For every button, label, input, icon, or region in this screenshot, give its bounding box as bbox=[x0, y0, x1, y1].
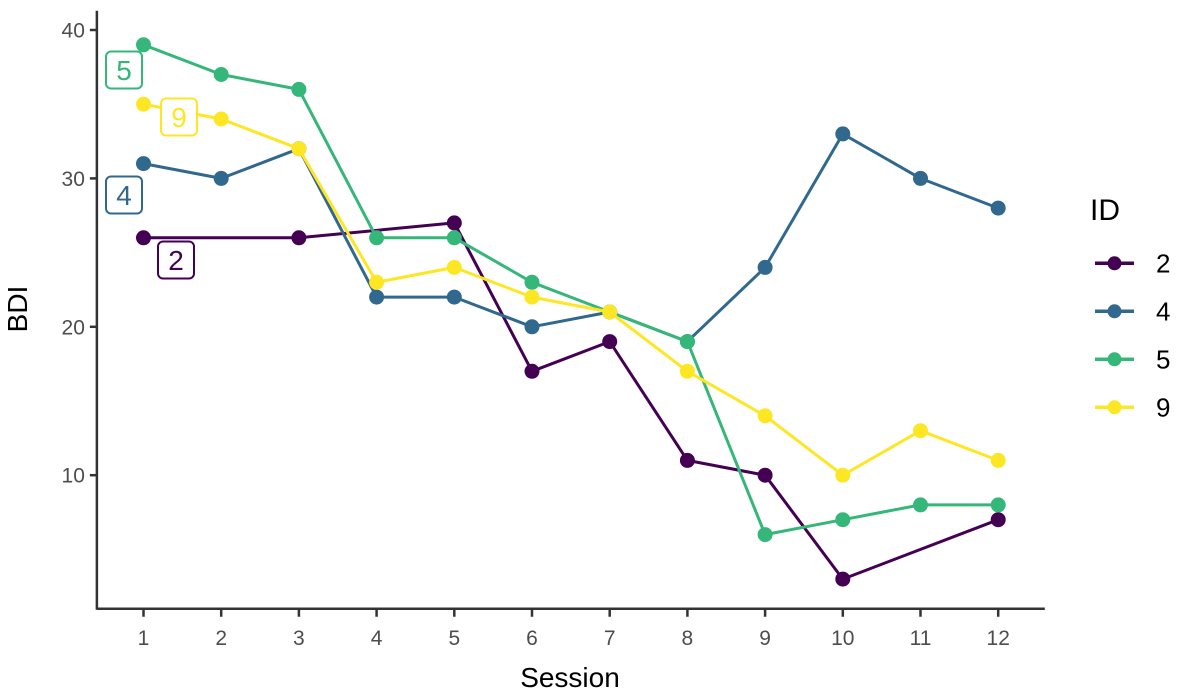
data-point-4 bbox=[757, 259, 773, 275]
data-point-4 bbox=[524, 319, 540, 335]
data-point-4 bbox=[446, 289, 462, 305]
x-tick-label: 9 bbox=[759, 627, 771, 650]
data-point-2 bbox=[136, 230, 151, 246]
data-point-4 bbox=[990, 200, 1006, 216]
x-tick-label: 5 bbox=[448, 627, 460, 650]
data-point-9 bbox=[524, 289, 540, 305]
data-point-5 bbox=[757, 527, 773, 543]
data-point-5 bbox=[291, 81, 307, 97]
data-point-2 bbox=[679, 452, 695, 468]
legend: 2 4 5 9 bbox=[1095, 248, 1170, 422]
data-point-9 bbox=[757, 408, 773, 424]
data-point-5 bbox=[369, 230, 385, 246]
legend-key-dot bbox=[1107, 352, 1122, 367]
legend-key-dot bbox=[1107, 304, 1122, 319]
data-point-4 bbox=[369, 289, 385, 305]
y-tick-label: 40 bbox=[62, 20, 85, 43]
data-point-9 bbox=[369, 274, 385, 290]
y-axis-title: BDI bbox=[2, 286, 33, 333]
data-point-9 bbox=[291, 141, 307, 157]
data-point-2 bbox=[524, 363, 540, 379]
x-tick-label: 8 bbox=[682, 627, 694, 650]
series-start-label-9: 9 bbox=[160, 97, 198, 137]
legend-item-2: 2 bbox=[1095, 248, 1170, 278]
legend-key-dot bbox=[1107, 256, 1122, 271]
series-start-label-text: 5 bbox=[116, 55, 132, 86]
series-start-label-box bbox=[105, 175, 143, 215]
series-line-5 bbox=[142, 43, 1000, 537]
legend-item-label: 4 bbox=[1156, 296, 1170, 326]
legend-key-dot bbox=[1107, 400, 1122, 415]
data-point-5 bbox=[213, 67, 229, 82]
legend-item-5: 5 bbox=[1095, 344, 1170, 374]
y-tick-label: 10 bbox=[62, 465, 85, 488]
data-point-2 bbox=[835, 571, 851, 587]
series-start-label-4: 4 bbox=[105, 175, 143, 215]
data-point-4 bbox=[835, 126, 851, 142]
data-point-9 bbox=[136, 96, 151, 112]
data-point-5 bbox=[913, 497, 928, 513]
data-point-4 bbox=[136, 156, 151, 172]
series-start-label-box bbox=[105, 50, 143, 90]
series-start-label-text: 9 bbox=[171, 102, 187, 133]
series-line-4 bbox=[142, 132, 1000, 344]
data-point-2 bbox=[291, 230, 307, 246]
series-start-label-box bbox=[157, 240, 195, 280]
x-tick-label: 12 bbox=[987, 627, 1010, 650]
data-series bbox=[136, 37, 1006, 587]
series-start-label-text: 2 bbox=[168, 245, 184, 276]
data-point-4 bbox=[913, 170, 928, 186]
series-start-label-2: 2 bbox=[157, 240, 195, 280]
legend-item-label: 9 bbox=[1156, 392, 1170, 422]
series-line-9 bbox=[142, 102, 1000, 477]
data-point-9 bbox=[446, 259, 462, 275]
legend-item-9: 9 bbox=[1095, 392, 1170, 422]
series-start-label-5: 5 bbox=[105, 50, 143, 90]
series-start-label-text: 4 bbox=[116, 180, 132, 211]
x-tick-label: 1 bbox=[138, 627, 150, 650]
data-point-2 bbox=[602, 334, 618, 350]
legend-item-4: 4 bbox=[1095, 296, 1170, 326]
data-point-5 bbox=[136, 37, 151, 53]
x-tick-label: 11 bbox=[910, 627, 932, 650]
data-point-2 bbox=[990, 512, 1006, 528]
data-point-9 bbox=[990, 452, 1006, 468]
data-point-9 bbox=[602, 304, 618, 320]
x-tick-label: 4 bbox=[371, 627, 383, 650]
axes bbox=[95, 10, 1045, 611]
x-tick-label: 6 bbox=[526, 627, 538, 650]
x-tick-label: 2 bbox=[215, 627, 227, 650]
data-point-4 bbox=[213, 170, 229, 186]
data-point-2 bbox=[446, 215, 462, 231]
data-point-9 bbox=[913, 423, 928, 439]
y-tick-label: 20 bbox=[62, 316, 85, 339]
data-point-9 bbox=[835, 467, 851, 483]
x-axis-title: Session bbox=[520, 662, 620, 693]
legend-title: ID bbox=[1090, 194, 1120, 227]
data-point-9 bbox=[679, 363, 695, 379]
legend-item-label: 2 bbox=[1156, 248, 1170, 278]
x-tick-label: 7 bbox=[604, 627, 616, 650]
y-tick-label: 30 bbox=[62, 168, 85, 191]
data-point-9 bbox=[213, 111, 229, 127]
data-point-5 bbox=[835, 512, 851, 528]
data-point-5 bbox=[990, 497, 1006, 513]
legend-item-label: 5 bbox=[1156, 344, 1170, 374]
data-point-2 bbox=[757, 467, 773, 483]
x-tick-label: 3 bbox=[293, 627, 305, 650]
series-start-labels: 5 9 4 2 bbox=[105, 50, 198, 280]
data-point-5 bbox=[446, 230, 462, 246]
data-point-5 bbox=[679, 334, 695, 350]
series-line-2 bbox=[142, 221, 1000, 581]
data-point-5 bbox=[524, 274, 540, 290]
series-start-label-box bbox=[160, 97, 198, 137]
x-tick-label: 10 bbox=[831, 627, 854, 650]
